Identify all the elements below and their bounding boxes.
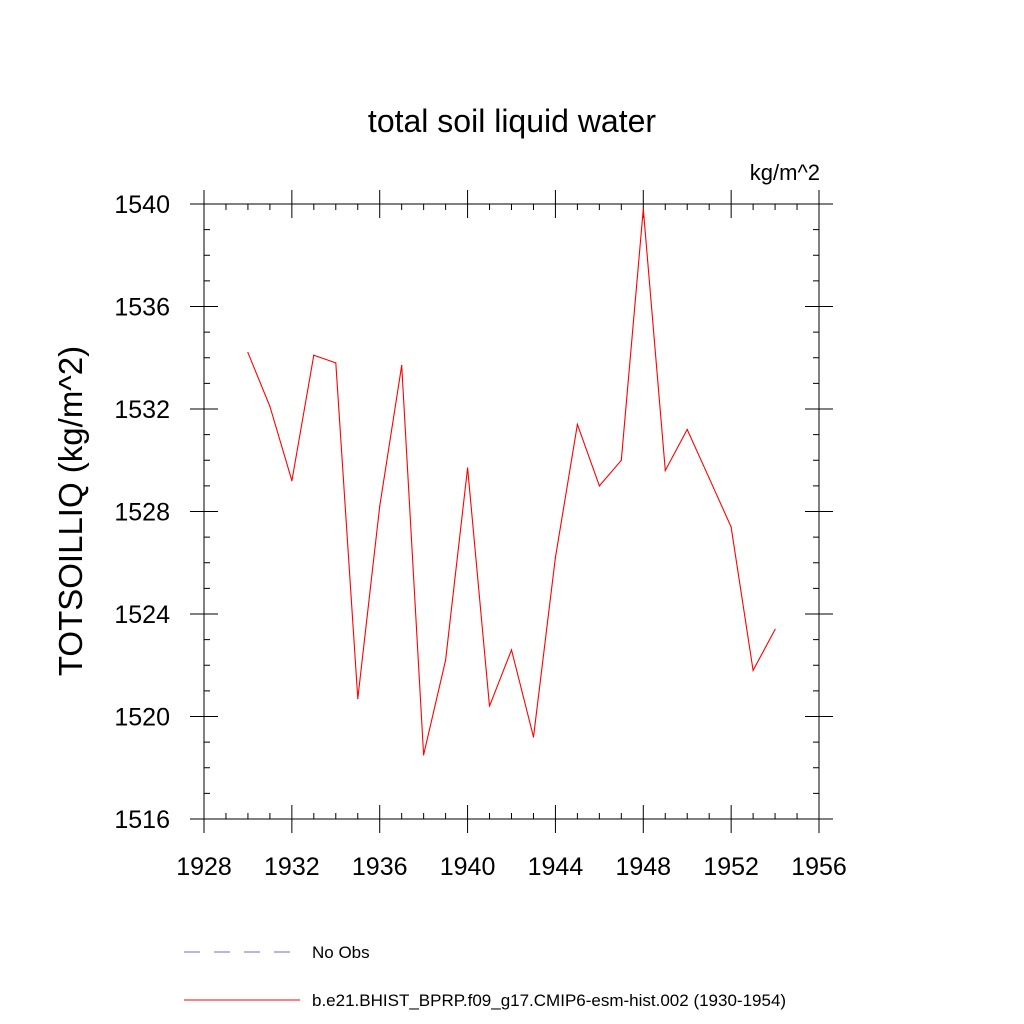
x-tick-label: 1940 [440,853,496,881]
data-point [291,480,293,482]
tick-labels: 1928 1932 1936 1940 1944 1948 1952 1956 1516 1520… [114,191,846,881]
data-point [730,526,732,528]
chart-title: total soil liquid water [368,103,656,139]
x-tick-label: 1948 [615,853,671,881]
data-point [269,405,271,408]
legend-label-2: b.e21.BHIST_BPRP.f09_g17.CMIP6-esm-hist.… [312,991,786,1010]
x-tick-label: 1952 [703,853,759,881]
data-point [445,659,447,661]
y-tick-label: 1516 [114,806,170,834]
y-tick-label: 1532 [114,396,170,424]
data-point [620,459,622,461]
data-point [708,477,710,479]
units-label: kg/m^2 [750,160,820,185]
data-point [642,208,644,210]
data-point [335,362,337,364]
data-point [554,557,557,559]
data-point [423,754,425,756]
y-tick-label: 1520 [114,704,170,732]
y-tick-label: 1528 [114,499,170,527]
x-tick-label: 1944 [528,853,584,881]
x-tick-label: 1932 [264,853,320,881]
data-point [379,505,381,507]
data-point [664,469,666,472]
data-point [313,354,315,356]
y-tick-label: 1540 [114,191,170,219]
data-point [598,485,600,487]
y-tick-label: 1524 [114,601,170,629]
x-tick-label: 1956 [791,853,847,881]
data-point [532,736,535,738]
data-point [510,649,513,651]
legend-label-1: No Obs [312,943,370,962]
data-point [488,705,491,707]
data-point [774,628,776,630]
data-point [357,697,359,700]
data-point [247,352,249,354]
plot-frame [203,203,820,820]
data-point [466,467,469,469]
legend: No Obs b.e21.BHIST_BPRP.f09_g17.CMIP6-esm… [184,943,786,1010]
y-tick-label: 1536 [114,294,170,322]
x-tick-label: 1936 [352,853,408,881]
data-point [752,669,754,671]
minor-ticks [204,204,819,819]
data-point [401,364,403,367]
data-point [576,423,578,425]
y-axis-label: TOTSOILLIQ (kg/m^2) [52,346,89,676]
x-tick-label: 1928 [176,853,232,881]
series-layer [247,208,776,756]
data-point [686,428,688,431]
